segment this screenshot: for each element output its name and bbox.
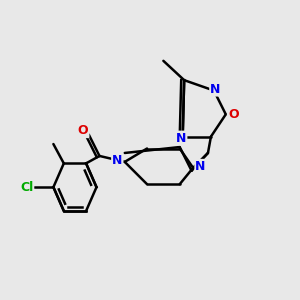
Text: N: N xyxy=(195,160,206,173)
Text: O: O xyxy=(78,124,88,137)
Text: Cl: Cl xyxy=(20,181,33,194)
Text: N: N xyxy=(210,82,220,96)
Text: N: N xyxy=(176,132,186,145)
Text: O: O xyxy=(228,108,238,121)
Text: N: N xyxy=(112,154,122,167)
